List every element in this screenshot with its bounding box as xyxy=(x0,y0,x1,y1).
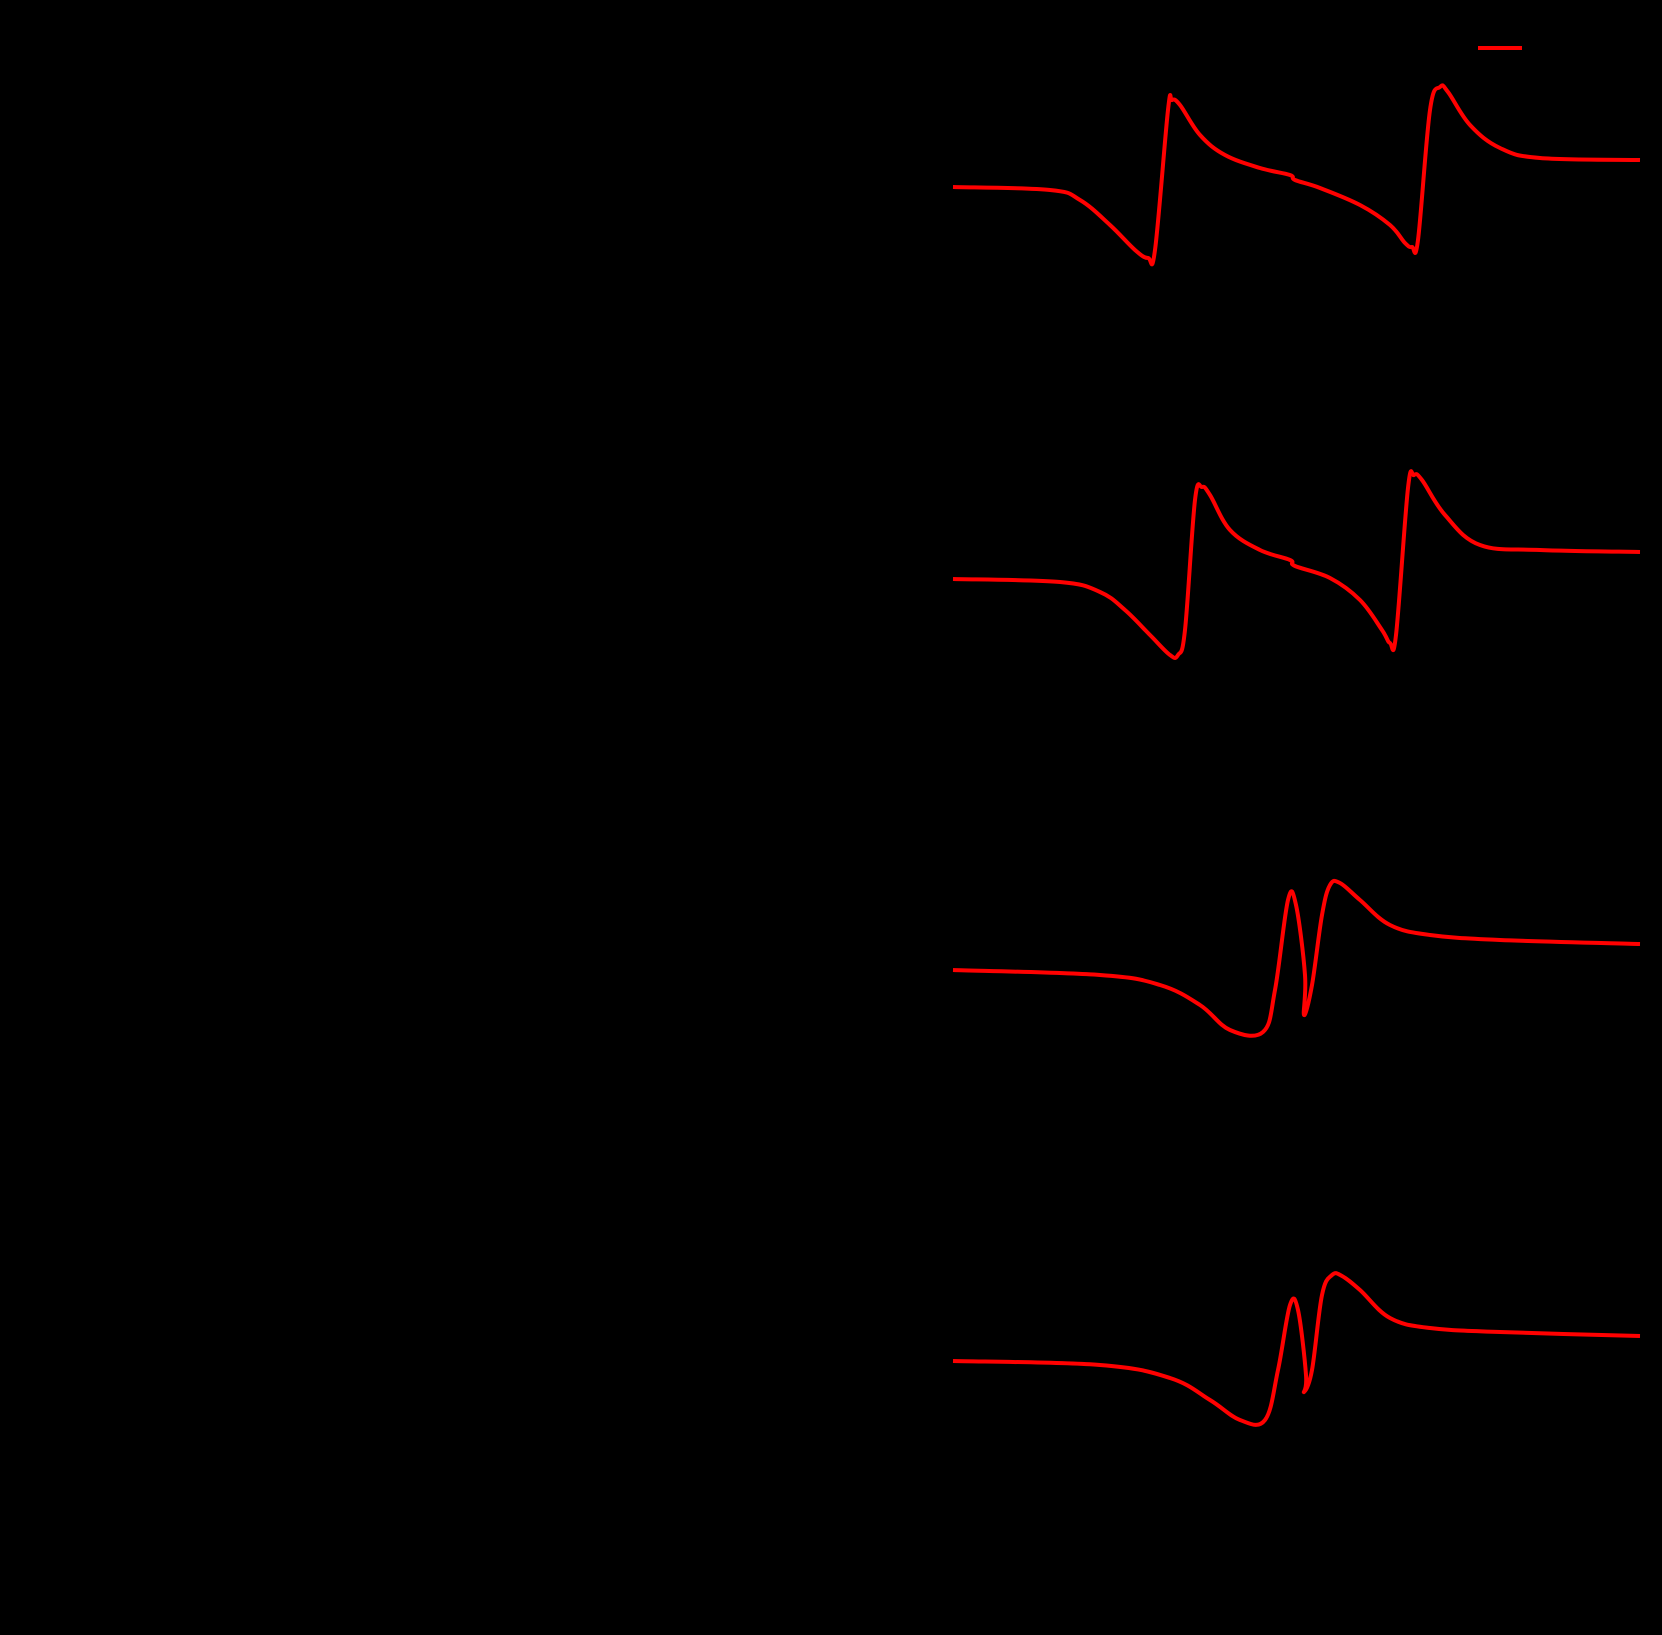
series-line-4 xyxy=(952,1271,1641,1427)
series-group xyxy=(952,83,1641,1427)
series-line-3 xyxy=(952,878,1641,1038)
series-line-2 xyxy=(952,469,1641,661)
series-line-1 xyxy=(952,83,1641,267)
